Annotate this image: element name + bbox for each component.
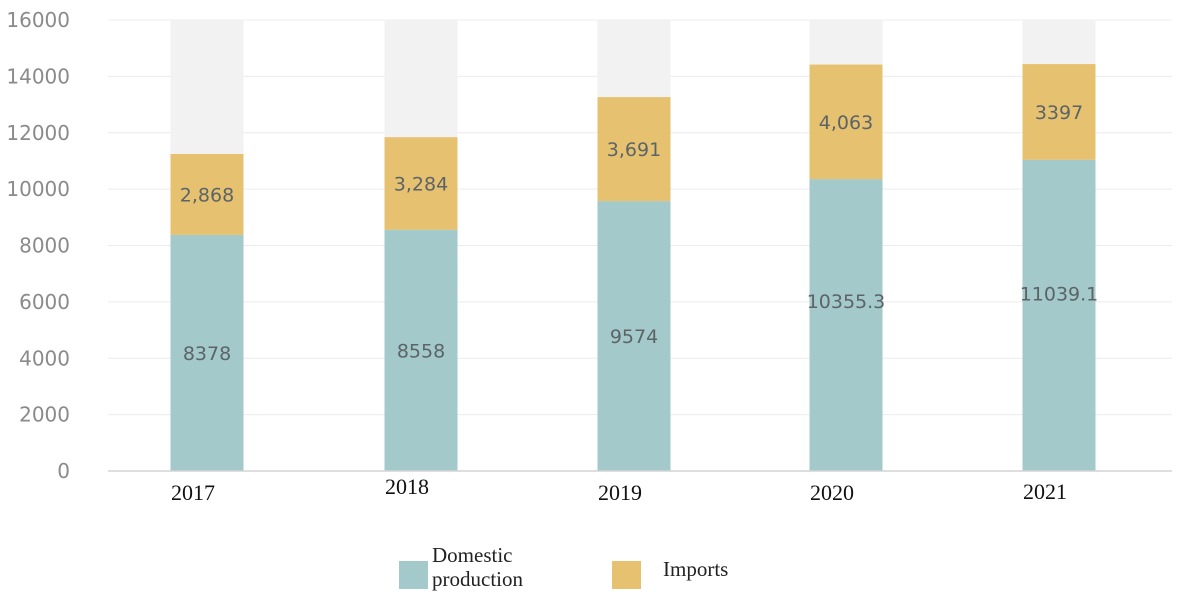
data-labels: 8378 2,868 8558 3,284 9574 3,691 10355.3 4,063 1… <box>180 102 1098 365</box>
bar-segment-domestic <box>1022 159 1096 471</box>
data-label-domestic: 8378 <box>183 343 231 365</box>
bar-segment-imports <box>809 64 883 180</box>
y-tick-label: 16000 <box>6 8 70 32</box>
data-label-domestic: 9574 <box>610 326 658 348</box>
x-tick-label: 2017 <box>171 480 215 505</box>
data-label-imports: 2,868 <box>180 184 234 206</box>
legend-label-imports: Imports <box>663 557 728 581</box>
bar-segment-imports <box>1022 64 1096 160</box>
bar-segment-domestic <box>809 179 883 471</box>
y-tick-label: 0 <box>57 459 70 483</box>
data-label-domestic: 10355.3 <box>807 291 886 313</box>
y-tick-label: 2000 <box>19 403 70 427</box>
data-label-imports: 3,691 <box>607 139 661 161</box>
legend-label-domestic: Domestic <box>432 543 512 567</box>
data-label-imports: 3,284 <box>394 173 448 195</box>
data-label-domestic: 11039.1 <box>1020 283 1099 305</box>
bar-segment-domestic <box>384 229 458 471</box>
legend-label-domestic: production <box>432 567 523 591</box>
x-tick-label: 2019 <box>598 480 642 505</box>
y-tick-label: 14000 <box>6 64 70 88</box>
bar-segment-imports <box>170 154 244 235</box>
bar-segment-domestic <box>597 201 671 471</box>
data-label-imports: 3397 <box>1035 102 1083 124</box>
y-tick-label: 8000 <box>19 234 70 258</box>
legend-swatch-imports <box>612 561 641 589</box>
data-bars <box>170 64 1096 471</box>
bar-segment-imports <box>384 137 458 230</box>
bar-segment-domestic <box>170 234 244 471</box>
bar-segment-imports <box>597 97 671 202</box>
y-tick-label: 10000 <box>6 177 70 201</box>
data-label-domestic: 8558 <box>397 340 445 362</box>
data-label-imports: 4,063 <box>819 112 873 134</box>
x-tick-label: 2020 <box>810 480 854 505</box>
y-tick-label: 12000 <box>6 121 70 145</box>
axes: 0 2000 4000 6000 8000 10000 12000 14000 16000 201… <box>6 8 1172 505</box>
y-tick-label: 6000 <box>19 290 70 314</box>
x-tick-label: 2021 <box>1023 479 1067 504</box>
x-tick-label: 2018 <box>385 474 429 499</box>
y-tick-label: 4000 <box>19 346 70 370</box>
legend-swatch-domestic <box>399 561 428 589</box>
